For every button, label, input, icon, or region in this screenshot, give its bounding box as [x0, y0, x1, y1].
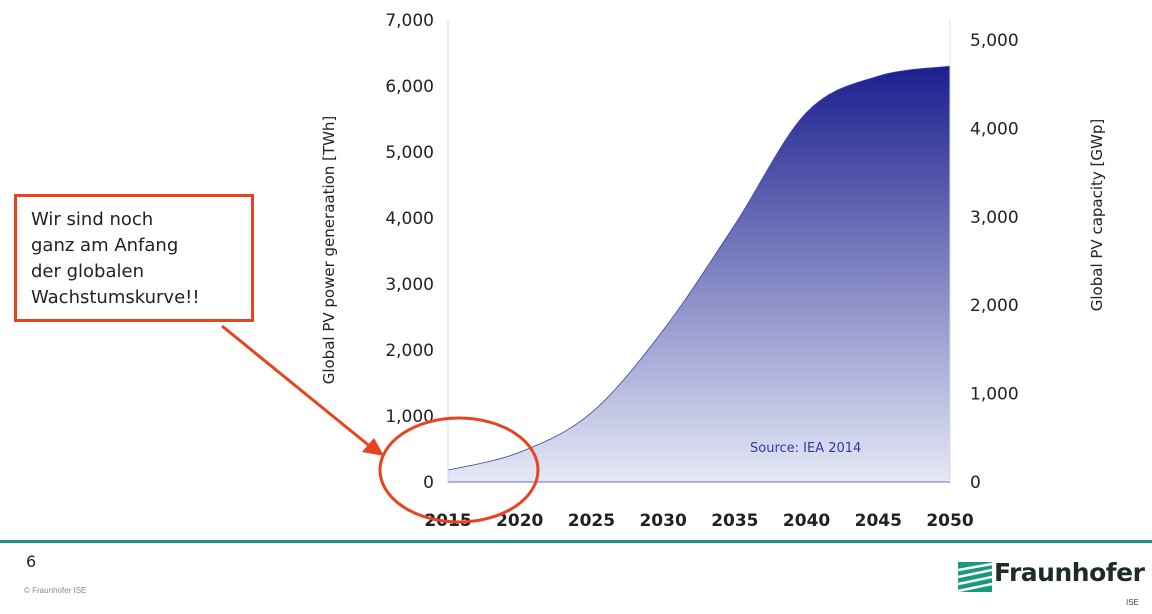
y2-axis-label: Global PV capacity [GWp] [1088, 119, 1106, 311]
x-tick-label: 2045 [855, 511, 902, 531]
x-tick-label: 2040 [783, 511, 830, 531]
x-tick-label: 2025 [568, 511, 615, 531]
x-tick-label: 2020 [496, 511, 543, 531]
callout-line: Wir sind noch [31, 209, 154, 230]
y-tick-label: 2,000 [385, 341, 434, 361]
callout-box: Wir sind noch ganz am Anfang der globale… [14, 194, 254, 322]
x-tick-label: 2030 [639, 511, 686, 531]
y2-tick-label: 2,000 [970, 296, 1019, 316]
x-tick-label: 2050 [926, 511, 973, 531]
callout-line: ganz am Anfang [31, 235, 179, 256]
logo-sub: ISE [1126, 598, 1139, 607]
y-tick-label: 1,000 [385, 407, 434, 427]
y-tick-label: 4,000 [385, 209, 434, 229]
x-tick-label: 2035 [711, 511, 758, 531]
callout-line: Wachstumskurve!! [31, 287, 200, 308]
y2-tick-label: 1,000 [970, 385, 1019, 405]
page-number: 6 [26, 552, 37, 571]
y-tick-label: 6,000 [385, 77, 434, 97]
y-tick-label: 5,000 [385, 143, 434, 163]
y-tick-label: 0 [423, 473, 434, 493]
fraunhofer-logo: Fraunhofer ISE [958, 556, 1148, 614]
y2-tick-label: 4,000 [970, 119, 1019, 139]
callout-arrow-head [362, 438, 384, 456]
highlight-ellipse [378, 416, 540, 524]
y-tick-label: 7,000 [385, 11, 434, 31]
pv-generation-area [447, 65, 951, 483]
copyright-text: © Fraunhofer ISE [24, 586, 87, 595]
callout-arrow-line [221, 324, 373, 450]
source-annotation: Source: IEA 2014 [750, 441, 861, 456]
logo-text: Fraunhofer [994, 558, 1145, 587]
footer-divider [0, 540, 1152, 543]
y-tick-label: 3,000 [385, 275, 434, 295]
y-axis-label: Global PV power generaation [TWh] [320, 116, 338, 385]
y2-tick-label: 0 [970, 473, 981, 493]
y2-tick-label: 3,000 [970, 208, 1019, 228]
y2-tick-label: 5,000 [970, 31, 1019, 51]
callout-line: der globalen [31, 261, 145, 282]
fraunhofer-logo-icon [958, 562, 992, 592]
